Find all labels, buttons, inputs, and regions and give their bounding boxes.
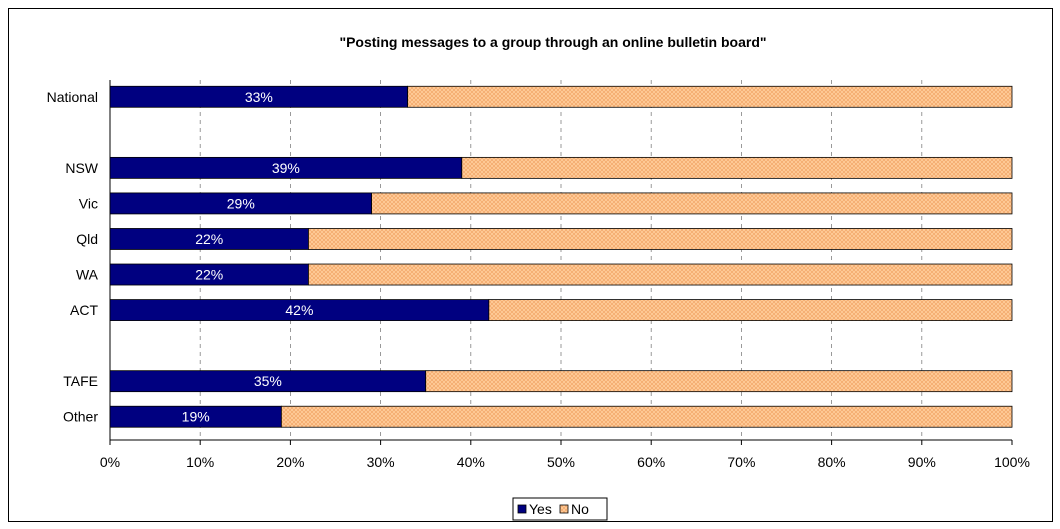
bar-no-nsw — [461, 156, 1013, 179]
x-tick-label: 40% — [457, 454, 485, 470]
bar-no-wa — [308, 263, 1013, 286]
data-label-wa: 22% — [195, 267, 223, 283]
data-label-qld: 22% — [195, 231, 223, 247]
x-tick-labels: 0% 10% 20% 30% 40% 50% 60% 70% 80% 90% 100% — [100, 454, 1030, 470]
category-label-tafe: TAFE — [63, 373, 98, 389]
chart-title: "Posting messages to a group through an … — [339, 34, 766, 50]
bar-no-tafe — [425, 370, 1013, 393]
category-label-nsw: NSW — [65, 160, 98, 176]
category-labels: National NSW Vic Qld WA ACT TAFE Other — [47, 89, 99, 425]
x-tick-label: 90% — [908, 454, 936, 470]
bar-no-qld — [308, 228, 1013, 250]
data-label-vic: 29% — [227, 195, 255, 211]
category-label-wa: WA — [76, 267, 99, 283]
legend-no-label: No — [571, 501, 589, 517]
category-label-vic: Vic — [79, 195, 98, 211]
bar-no-vic — [371, 192, 1013, 215]
x-tick-label: 70% — [727, 454, 755, 470]
data-label-national: 33% — [245, 89, 273, 105]
x-tick-label: 0% — [100, 454, 120, 470]
category-label-act: ACT — [70, 302, 98, 318]
legend-yes-label: Yes — [529, 501, 552, 517]
x-tick-label: 100% — [994, 454, 1030, 470]
x-tick-label: 60% — [637, 454, 665, 470]
legend-no-swatch — [559, 504, 569, 514]
x-tick-label: 10% — [186, 454, 214, 470]
category-label-national: National — [47, 89, 98, 105]
data-label-tafe: 35% — [254, 373, 282, 389]
data-label-other: 19% — [182, 409, 210, 425]
data-label-act: 42% — [285, 302, 313, 318]
x-tick-label: 20% — [276, 454, 304, 470]
data-label-nsw: 39% — [272, 160, 300, 176]
x-tick-label: 80% — [818, 454, 846, 470]
x-tick-label: 30% — [367, 454, 395, 470]
x-tick-label: 50% — [547, 454, 575, 470]
legend-yes-swatch — [517, 504, 527, 514]
bar-no-act — [488, 299, 1013, 321]
category-label-qld: Qld — [76, 231, 98, 247]
bar-no-national — [407, 85, 1013, 108]
bar-no-other — [280, 405, 1013, 428]
legend: Yes No — [512, 497, 608, 521]
bars: 33% 39% 29% 22% 22% 42% 35% 19% — [109, 85, 1013, 428]
category-label-other: Other — [63, 409, 98, 425]
